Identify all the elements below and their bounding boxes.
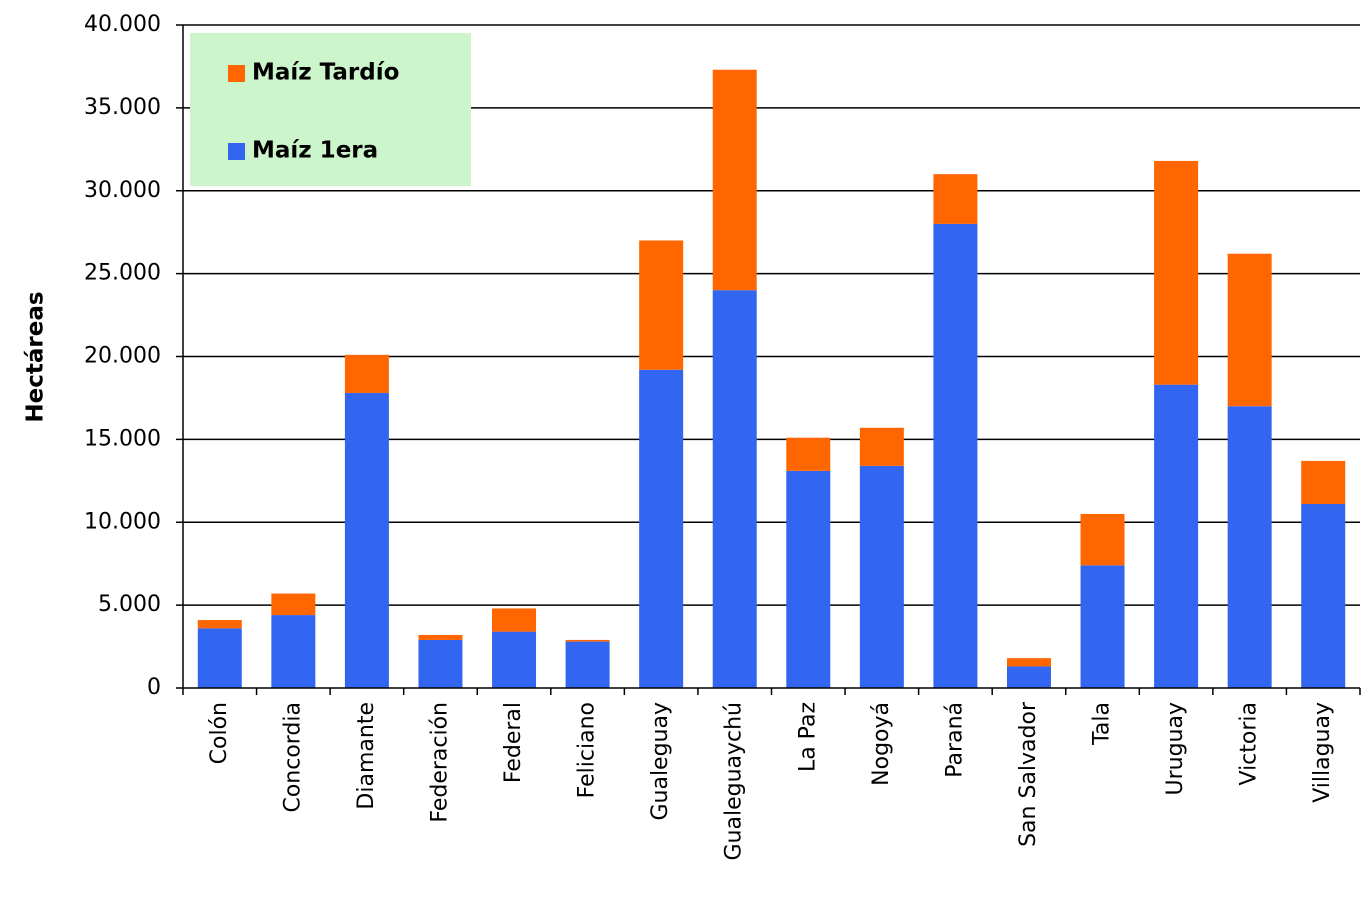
y-tick-label: 10.000 xyxy=(84,509,161,534)
bar-segment xyxy=(859,465,904,688)
bar-segment xyxy=(271,615,316,688)
y-tick-label: 15.000 xyxy=(84,426,161,451)
x-tick-label: Diamante xyxy=(354,702,379,810)
bar-segment xyxy=(639,240,684,370)
bar-segment xyxy=(859,427,904,466)
y-tick-label: 25.000 xyxy=(84,261,161,286)
bar-segment xyxy=(344,354,389,393)
bar-segment xyxy=(1154,384,1199,688)
bar-segment xyxy=(1006,666,1051,688)
x-tick-label: Gualeguaychú xyxy=(722,702,747,861)
bar-segment xyxy=(271,593,316,616)
bar-segment xyxy=(1006,658,1051,667)
legend-swatch xyxy=(228,143,245,160)
bar-segment xyxy=(712,69,757,291)
x-tick-label: Nogoyá xyxy=(869,702,894,786)
x-tick-label: Colón xyxy=(207,702,232,764)
y-tick-label: 0 xyxy=(147,675,161,700)
bar-segment xyxy=(1227,406,1272,688)
y-tick-label: 5.000 xyxy=(98,592,161,617)
x-tick-label: Federación xyxy=(427,702,452,823)
bar-segment xyxy=(1301,504,1346,688)
x-tick-label: Villaguay xyxy=(1310,702,1335,803)
x-tick-label: Uruguay xyxy=(1163,702,1188,796)
bar-segment xyxy=(639,369,684,688)
bar-segment xyxy=(786,437,831,471)
x-tick-label: San Salvador xyxy=(1016,701,1041,847)
legend-box xyxy=(190,33,471,186)
bar-segment xyxy=(492,608,537,632)
x-tick-label: Concordia xyxy=(280,702,305,813)
bar-segment xyxy=(197,620,242,629)
bar-segment xyxy=(418,639,463,688)
legend-swatch xyxy=(228,65,245,82)
x-tick-label: Paraná xyxy=(942,702,967,778)
bar-segment xyxy=(1080,513,1125,566)
x-tick-label: Federal xyxy=(501,702,526,783)
bar-segment xyxy=(1154,160,1199,385)
bar-segment xyxy=(786,470,831,688)
y-tick-label: 35.000 xyxy=(84,95,161,120)
bar-segment xyxy=(1227,253,1272,407)
x-tick-label: Victoria xyxy=(1237,702,1262,786)
bar-segment xyxy=(565,639,610,642)
bar-segment xyxy=(565,641,610,688)
y-tick-label: 40.000 xyxy=(84,12,161,37)
x-tick-label: Gualeguay xyxy=(648,702,673,821)
y-axis-title: Hectáreas xyxy=(23,291,49,422)
y-tick-label: 20.000 xyxy=(84,344,161,369)
bar-segment xyxy=(1080,565,1125,688)
bar-segment xyxy=(1301,460,1346,505)
bar-segment xyxy=(712,290,757,688)
legend-label: Maíz 1era xyxy=(252,138,378,164)
x-tick-label: Tala xyxy=(1090,702,1115,746)
bar-segment xyxy=(933,174,978,224)
x-tick-label: La Paz xyxy=(795,702,820,772)
bar-segment xyxy=(418,634,463,640)
bar-segment xyxy=(344,392,389,688)
y-tick-label: 30.000 xyxy=(84,178,161,203)
bar-segment xyxy=(492,631,537,688)
bar-segment xyxy=(197,628,242,688)
x-tick-label: Feliciano xyxy=(575,702,600,798)
legend-label: Maíz Tardío xyxy=(252,60,399,86)
bar-segment xyxy=(933,223,978,688)
